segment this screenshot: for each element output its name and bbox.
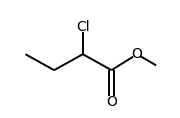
Text: O: O [132, 47, 143, 61]
Text: Cl: Cl [76, 20, 90, 34]
Text: O: O [106, 95, 117, 109]
